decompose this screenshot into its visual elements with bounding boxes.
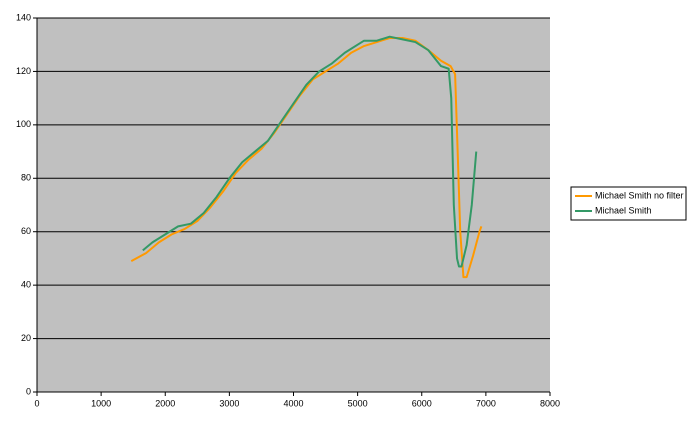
series-line xyxy=(142,35,478,268)
x-tick-label: 2000 xyxy=(155,398,175,408)
plot-area xyxy=(37,18,550,392)
x-tick-label: 8000 xyxy=(540,398,560,408)
y-tick-label: 80 xyxy=(21,173,31,183)
legend xyxy=(570,186,687,221)
y-tick-label: 0 xyxy=(26,386,31,396)
y-tick-label: 140 xyxy=(16,12,31,22)
legend-label: Michael Smith xyxy=(595,205,652,215)
y-tick-label: 100 xyxy=(16,119,31,129)
legend-label: Michael Smith no filter xyxy=(595,190,684,200)
y-tick-label: 40 xyxy=(21,280,31,290)
series-line xyxy=(130,37,483,279)
x-tick-label: 0 xyxy=(34,398,39,408)
x-tick-label: 6000 xyxy=(412,398,432,408)
x-tick-label: 3000 xyxy=(219,398,239,408)
x-tick-label: 1000 xyxy=(91,398,111,408)
x-tick-label: 5000 xyxy=(348,398,368,408)
y-tick-label: 20 xyxy=(21,333,31,343)
y-tick-label: 60 xyxy=(21,226,31,236)
x-tick-label: 7000 xyxy=(476,398,496,408)
x-tick-label: 4000 xyxy=(283,398,303,408)
y-tick-label: 120 xyxy=(16,66,31,76)
